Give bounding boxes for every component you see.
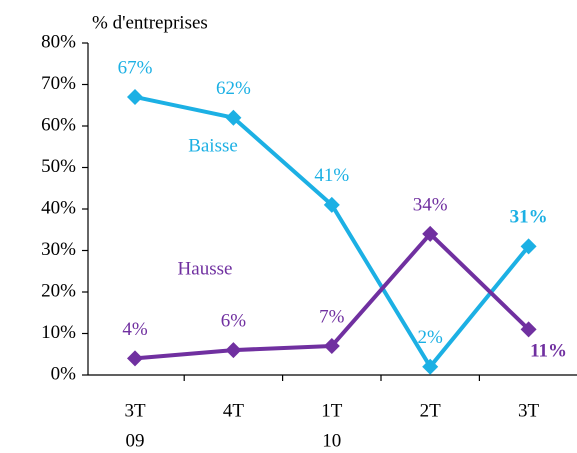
x-tick-label: 1T	[321, 400, 343, 421]
marker	[422, 358, 439, 375]
data-label: 31%	[510, 207, 548, 228]
marker	[127, 350, 143, 367]
x-tick-label: 4T	[223, 400, 245, 421]
data-label: 7%	[319, 306, 345, 327]
y-tick-label: 20%	[41, 280, 76, 301]
y-tick-label: 80%	[41, 31, 76, 52]
marker	[520, 321, 537, 338]
data-label: 6%	[221, 310, 247, 331]
marker	[225, 109, 242, 126]
x-tick-label: 3T	[124, 400, 146, 421]
x-tick-label: 10	[322, 430, 341, 451]
x-tick-label: 2T	[420, 400, 442, 421]
y-tick-label: 0%	[51, 363, 77, 384]
data-label: 11%	[530, 341, 567, 362]
data-label: 62%	[216, 78, 251, 99]
y-axis-label: % d'entreprises	[92, 12, 208, 33]
y-tick-label: 30%	[41, 239, 76, 260]
data-label: 41%	[314, 165, 349, 186]
data-label: 34%	[413, 194, 448, 215]
y-tick-label: 50%	[41, 156, 76, 177]
marker	[323, 337, 340, 354]
legend-label: Hausse	[178, 258, 233, 279]
x-tick-label: 09	[126, 430, 145, 451]
legend-label: Baisse	[188, 135, 238, 156]
marker	[422, 225, 439, 242]
data-label: 4%	[122, 319, 148, 340]
data-label: 2%	[418, 327, 444, 348]
marker	[323, 196, 340, 213]
y-tick-label: 10%	[41, 322, 76, 343]
y-tick-label: 40%	[41, 197, 76, 218]
y-tick-label: 60%	[41, 114, 76, 135]
marker	[520, 238, 537, 255]
data-label: 67%	[118, 57, 153, 78]
marker	[127, 88, 143, 105]
x-tick-label: 3T	[518, 400, 540, 421]
y-tick-label: 70%	[41, 73, 76, 94]
marker	[225, 342, 242, 359]
